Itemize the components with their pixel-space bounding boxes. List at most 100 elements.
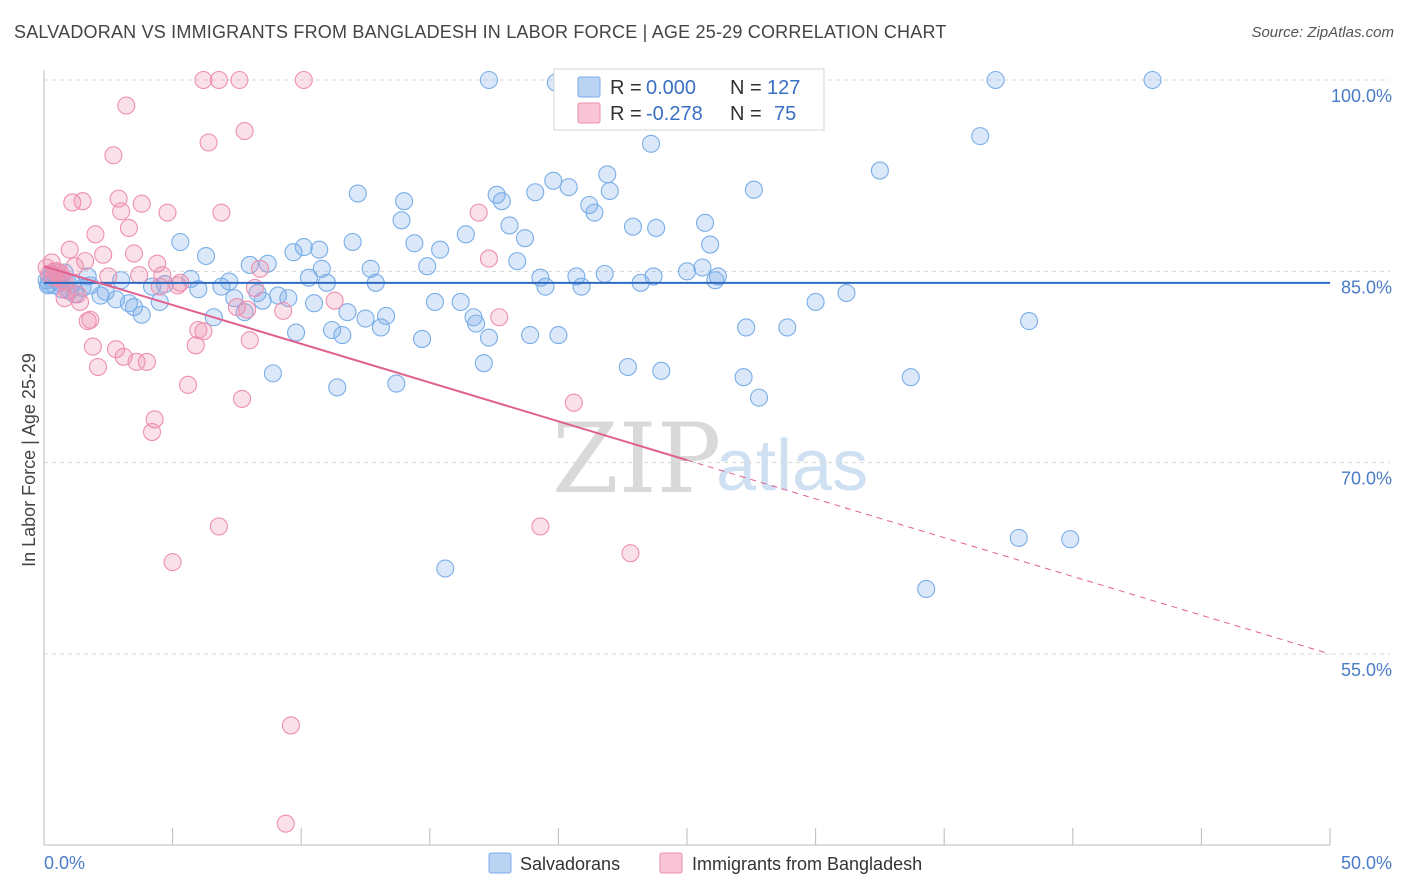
salvadorans-point (1061, 530, 1080, 549)
grid (44, 79, 1390, 655)
salvadorans-point (356, 309, 375, 328)
salvadorans-point (436, 559, 455, 578)
salvadorans-point (361, 259, 380, 278)
salvadorans-point (737, 318, 756, 337)
x-tick-label: 50.0% (1341, 853, 1392, 873)
salvadorans-point (425, 292, 444, 311)
salvadorans-point (500, 216, 519, 235)
bangladesh-point (232, 389, 252, 408)
bangladesh-trend-extension (686, 459, 1331, 655)
bangladesh-point (119, 218, 138, 238)
bangladesh-point (137, 352, 156, 371)
salvadorans-point (644, 267, 663, 286)
salvadorans-point (284, 243, 303, 262)
bangladesh-point (55, 272, 74, 291)
salvadorans-point (418, 257, 437, 276)
bangladesh-point (70, 292, 90, 311)
bangladesh-point (531, 517, 550, 536)
legend-r-value-2: -0.278 (646, 103, 703, 125)
bangladesh-point (106, 340, 126, 359)
x-tick-labels: 0.0% 50.0% (44, 853, 1392, 873)
x-tick-label: 0.0% (44, 853, 85, 873)
salvadorans-point (479, 70, 499, 90)
bangladesh-point (104, 146, 123, 165)
salvadorans-point (971, 127, 990, 146)
salvadorans-point (598, 165, 617, 184)
salvadorans-point (413, 329, 432, 348)
axes (43, 70, 1331, 846)
bottom-legend-salvadorans: Salvadorans (520, 854, 620, 874)
salvadorans-point (323, 320, 342, 340)
salvadorans-point (734, 368, 753, 387)
bangladesh-point (281, 716, 300, 735)
salvadorans-point (618, 357, 637, 377)
bangladesh-point (490, 308, 509, 327)
salvadorans-point (348, 184, 367, 203)
salvadorans-point (901, 368, 920, 387)
salvadorans-point (549, 326, 568, 345)
salvadorans-points (37, 70, 1162, 598)
bangladesh-point (178, 375, 198, 394)
salvadorans-point (431, 240, 450, 259)
bangladesh-point (124, 244, 144, 263)
bangladesh-point (274, 301, 293, 320)
bangladesh-point (158, 203, 177, 222)
salvadorans-point (220, 272, 239, 291)
bangladesh-point (81, 310, 100, 329)
bangladesh-point (145, 410, 164, 429)
bangladesh-points (37, 70, 640, 833)
salvadorans-point (536, 277, 555, 296)
salvadorans-point (652, 361, 671, 380)
salvadorans-point (395, 192, 414, 211)
salvadorans-point (189, 280, 208, 299)
bangladesh-point (212, 203, 231, 222)
salvadorans-point (677, 262, 697, 281)
bangladesh-point (94, 245, 113, 264)
salvadorans-point (544, 171, 563, 190)
salvadorans-point (474, 354, 493, 373)
bangladesh-point (148, 254, 167, 273)
salvadorans-point (708, 267, 727, 286)
bangladesh-point (83, 337, 102, 356)
y-tick-labels: 100.0% 85.0% 70.0% 55.0% (1331, 86, 1392, 680)
bangladesh-point (238, 300, 257, 319)
salvadorans-point (744, 180, 763, 199)
salvadorans-point (196, 246, 216, 266)
legend-n-label-2: N = (730, 103, 762, 125)
salvadorans-point (917, 579, 936, 598)
salvadorans-point (405, 234, 424, 253)
bangladesh-point (86, 225, 105, 244)
salvadorans-point (693, 258, 712, 277)
salvadorans-point (559, 178, 578, 197)
legend-swatch-pink (577, 102, 601, 124)
bangladesh-point (209, 70, 228, 90)
watermark-atlas: atlas (716, 426, 868, 506)
bangladesh-point (73, 192, 92, 211)
bottom-legend-swatch-pink (659, 852, 683, 874)
salvadorans-point (778, 318, 797, 337)
bangladesh-point (194, 322, 213, 341)
legend-r-label-1: R = (610, 77, 642, 99)
bangladesh-point (209, 517, 228, 536)
bangladesh-point (564, 393, 583, 412)
salvadorans-point (695, 213, 715, 232)
salvadorans-point (806, 292, 825, 311)
bangladesh-point (153, 266, 172, 285)
legend-swatch-blue (577, 76, 601, 98)
bottom-legend-bangladesh: Immigrants from Bangladesh (692, 854, 922, 874)
salvadorans-point (387, 374, 406, 393)
legend-r-value-1: 0.000 (646, 77, 696, 99)
series-legend: Salvadorans Immigrants from Bangladesh (488, 852, 922, 874)
bangladesh-point (325, 291, 344, 310)
bottom-legend-swatch-blue (488, 852, 512, 874)
salvadorans-point (371, 318, 390, 337)
salvadorans-point (521, 326, 540, 345)
bangladesh-point (130, 266, 149, 285)
bangladesh-point (132, 194, 151, 213)
y-axis-label: In Labor Force | Age 25-29 (19, 353, 39, 567)
salvadorans-point (1009, 528, 1028, 547)
salvadorans-point (526, 183, 545, 202)
y-tick-label: 85.0% (1341, 277, 1392, 297)
salvadorans-point (749, 388, 769, 407)
